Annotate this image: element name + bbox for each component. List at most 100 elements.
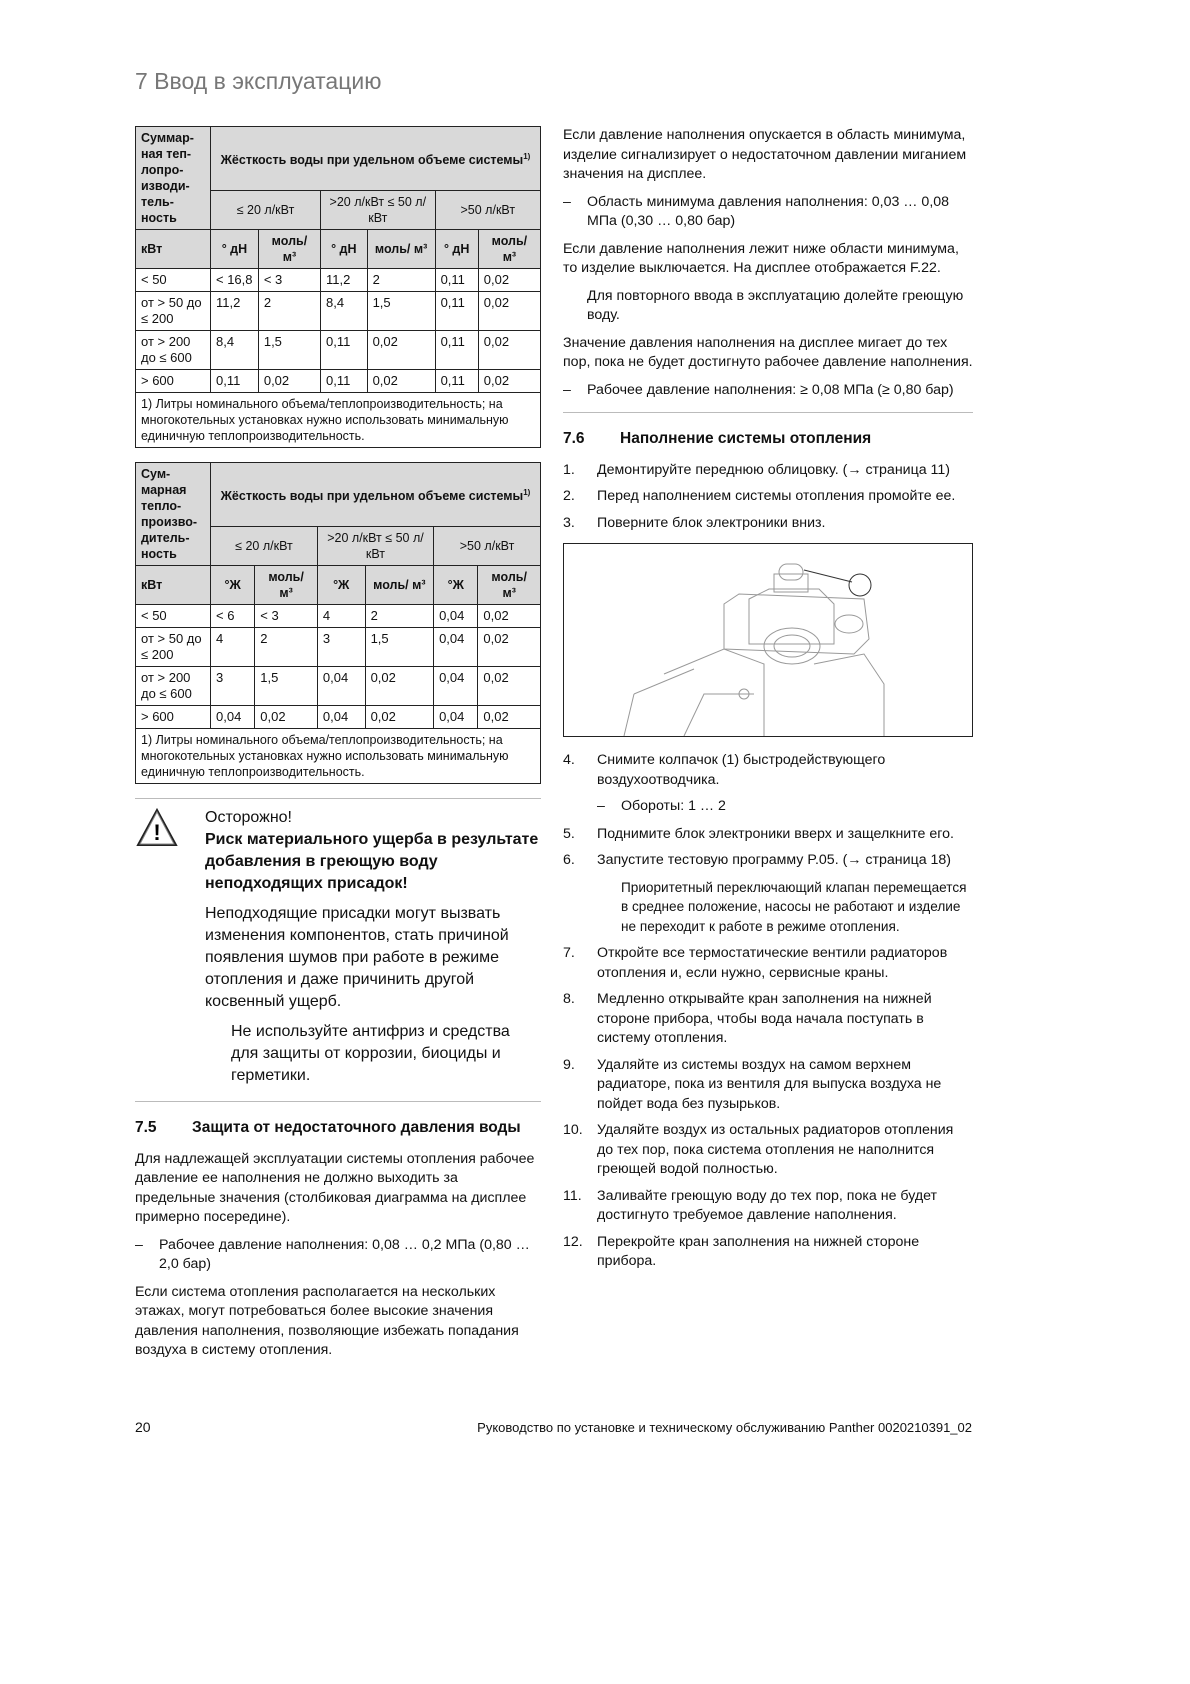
table-cell: 0,11 [434,369,479,393]
table-cell: < 50 [135,604,211,628]
step: 4. Снимите колпачок (1) быстродействующег… [563,752,886,788]
table-cell: 0,04 [316,666,366,706]
table-cell: 8,4 [210,330,259,370]
table-cell: < 16,8 [210,268,259,292]
step: 1. Демонтируйте переднюю облицовку. (→ ст… [563,461,950,478]
table-cell: 11,2 [210,291,259,331]
step-sub: – Обороты: 1 … 2 [597,798,726,814]
range-header: >20 л/кВт ≤ 50 л/кВт [320,190,436,230]
table-cell: 0,11 [320,369,368,393]
table-cell: 0,04 [433,604,479,628]
group-header: Жёсткость воды при удельном объеме систе… [210,462,541,527]
footer-doc-title: Руководство по установке и техническому … [477,1420,972,1435]
table-cell: 0,11 [434,291,479,331]
table-cell: 0,02 [364,705,435,729]
step: 3. Поверните блок электроники вниз. [563,514,826,531]
table-footnote: 1) Литры номинального объема/теплопроизв… [135,392,541,448]
table-cell: 1,5 [366,291,436,331]
table-cell: 0,02 [477,604,541,628]
air-vent-figure [563,543,973,737]
table-cell: 3 [316,627,366,667]
step: 7. Откройте все термостатические вентили … [563,945,948,981]
section-7-5-heading: 7.5 Защита от недостаточного давления вод… [135,1119,521,1136]
step: 11. Заливайте греющую воду до тех пор, по… [563,1187,938,1224]
table-cell: < 3 [254,604,318,628]
table-cell: 2 [364,604,435,628]
warning-label: Осторожно! [205,809,292,826]
range-header: >20 л/кВт ≤ 50 л/кВт [316,526,435,566]
table-row: от > 200 до ≤ 600 8,4 1,5 0,11 0,02 0,11 0,02 [135,330,542,370]
table-cell: 0,04 [433,705,479,729]
warning-action: Не используйте антифриз и средства для з… [231,1023,510,1084]
corner-header: Суммар-ная теп-лопро-изводи-тель-ность [135,126,211,230]
table-cell: 1,5 [257,330,322,370]
corner-header: Сум-марная тепло-произво-дитель-ность [135,462,211,566]
left-column: Суммар-ная теп-лопро-изводи-тель-ность Жё… [135,126,542,1369]
table-cell: 0,02 [477,369,542,393]
para: Для повторного ввода в эксплуатацию доле… [587,287,964,324]
table-cell: 0,02 [366,330,436,370]
table-cell: > 600 [135,705,211,729]
table-cell: 4 [316,604,366,628]
table-cell: < 6 [209,604,256,628]
unit-header: кВт [135,565,211,605]
table-cell: 2 [366,268,436,292]
group-header: Жёсткость воды при удельном объеме систе… [210,126,541,191]
unit-header: моль/ м³ [366,229,436,269]
range-header: ≤ 20 л/кВт [209,190,322,230]
table-cell: 3 [209,666,256,706]
hardness-table-dh: Суммар-ная теп-лопро-изводи-тель-ность Жё… [135,126,542,448]
table-cell: от > 200 до ≤ 600 [135,666,211,706]
table-cell: 1,5 [254,666,318,706]
table-cell: 4 [209,627,256,667]
table-cell: от > 200 до ≤ 600 [135,330,211,370]
unit-header: кВт [135,229,211,269]
table-row: < 50 < 16,8 < 3 11,2 2 0,11 0,02 [135,268,542,292]
table-cell: < 3 [257,268,322,292]
s75-item: – Рабочее давление наполнения: 0,08 … 0,2… [135,1236,530,1273]
unit-header: °Ж [316,565,366,605]
table-row: > 600 0,04 0,02 0,04 0,02 0,04 0,02 [135,705,541,729]
table-cell: от > 50 до ≤ 200 [135,291,211,331]
table-cell: 0,02 [477,666,541,706]
table-cell: 0,02 [254,705,318,729]
unit-header: °Ж [433,565,479,605]
table-cell: 0,04 [433,627,479,667]
table-cell: 0,02 [477,627,541,667]
table-cell: 0,02 [477,330,542,370]
table-row: < 50 < 6 < 3 4 2 0,04 0,02 [135,604,541,628]
table-cell: 2 [254,627,318,667]
range-header: ≤ 20 л/кВт [210,526,318,566]
page-number: 20 [135,1419,151,1435]
table-cell: > 600 [135,369,211,393]
right-column: Если давление наполнения опускается в об… [563,126,973,1279]
table-cell: 8,4 [320,291,368,331]
item: – Рабочее давление наполнения: ≥ 0,08 МПа… [563,381,954,398]
unit-header: ° дН [434,229,479,269]
para: Значение давления наполнения на дисплее … [563,334,973,371]
step: 12. Перекройте кран заполнения на нижней … [563,1233,920,1270]
warning-block: ! Осторожно! Риск материального ущерба в… [135,798,541,1095]
table-footnote: 1) Литры номинального объема/теплопроизв… [135,728,541,784]
table-cell: 0,02 [477,291,542,331]
unit-header: моль/ м³ [254,565,318,605]
step: 8. Медленно открывайте кран заполнения на… [563,991,932,1046]
step-note: Приоритетный переключающий клапан переме… [621,879,967,934]
table-cell: 1,5 [364,627,435,667]
unit-header: моль/ м³ [477,565,541,605]
table-cell: 0,04 [209,705,256,729]
table-row: > 600 0,11 0,02 0,11 0,02 0,11 0,02 [135,369,542,393]
step: 5. Поднимите блок электроники вверх и защ… [563,825,954,842]
item: – Область минимума давления наполнения: 0… [563,193,950,230]
table-cell: 0,02 [257,369,322,393]
unit-header: ° дН [320,229,368,269]
step: 6. Запустите тестовую программу P.05. (→ … [563,852,952,868]
unit-header: °Ж [209,565,256,605]
step: 10. Удаляйте воздух из остальных радиатор… [563,1122,954,1177]
warning-text: Неподходящие присадки могут вызвать изме… [205,905,509,1010]
range-header: >50 л/кВт [434,190,542,230]
unit-header: моль/ м³ [477,229,542,269]
table-cell: 0,11 [434,268,479,292]
table-row: от > 200 до ≤ 600 3 1,5 0,04 0,02 0,04 0,02 [135,666,541,706]
table-cell: 0,04 [433,666,479,706]
